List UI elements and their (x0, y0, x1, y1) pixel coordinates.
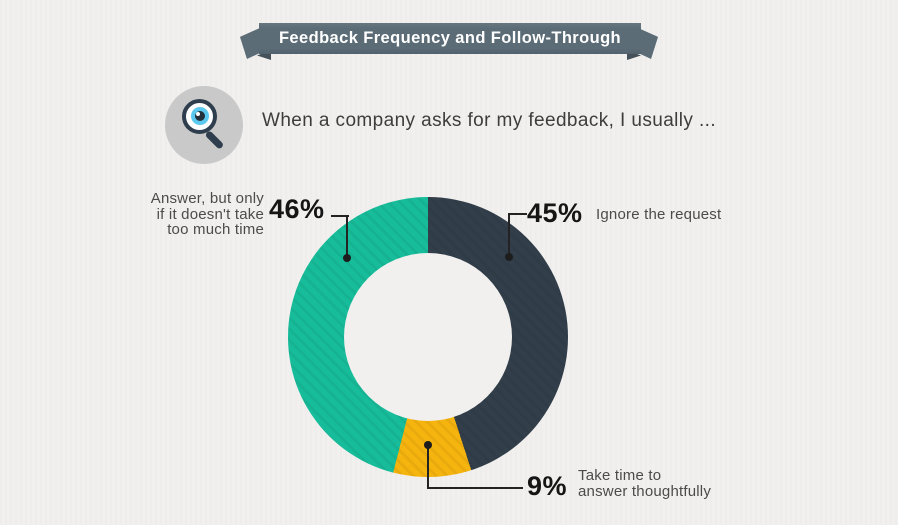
magnifier-eye-icon (165, 86, 243, 164)
callout-label-line: Take time to (578, 467, 662, 484)
callout-line-bottom-vertical (427, 447, 429, 489)
callout-dot-yellow-segment (424, 441, 432, 449)
callout-label-ignore: Ignore the request (596, 206, 722, 223)
eye-glint (196, 112, 200, 116)
callout-label-answer-quick: Answer, but only if it doesn't take too … (122, 191, 264, 238)
callout-value-9: 9% (527, 471, 568, 501)
donut-chart (288, 197, 568, 477)
callout-value-46: 46% (269, 194, 325, 224)
callout-line-right-vertical (508, 213, 510, 255)
callout-label-line: too much time (167, 221, 264, 238)
callout-line-right-horizontal (508, 213, 527, 215)
callout-dot-teal-segment (343, 254, 351, 262)
question-text: When a company asks for my feedback, I u… (262, 110, 717, 131)
callout-line-left-vertical (346, 215, 348, 257)
callout-line-bottom-horizontal (427, 487, 523, 489)
ribbon-fold-left (257, 50, 271, 60)
banner-ribbon: Feedback Frequency and Follow-Through (259, 23, 641, 54)
callout-value-45: 45% (527, 198, 583, 228)
donut-hole (344, 253, 512, 421)
callout-label-line: if it doesn't take (156, 205, 264, 223)
callout-label-line: answer thoughtfully (578, 482, 712, 500)
ribbon-fold-right (627, 50, 641, 60)
callout-label-line: Answer, but only (150, 190, 264, 207)
magnifier-lens (182, 99, 217, 134)
eye-pupil (195, 111, 205, 121)
banner-title: Feedback Frequency and Follow-Through (278, 29, 622, 47)
magnifier-handle (204, 130, 225, 150)
callout-label-thoughtful: Take time to answer thoughtfully (578, 468, 748, 499)
callout-line-left-horizontal (331, 215, 349, 217)
eye-iris (191, 107, 209, 125)
callout-dot-dark-segment (505, 253, 513, 261)
